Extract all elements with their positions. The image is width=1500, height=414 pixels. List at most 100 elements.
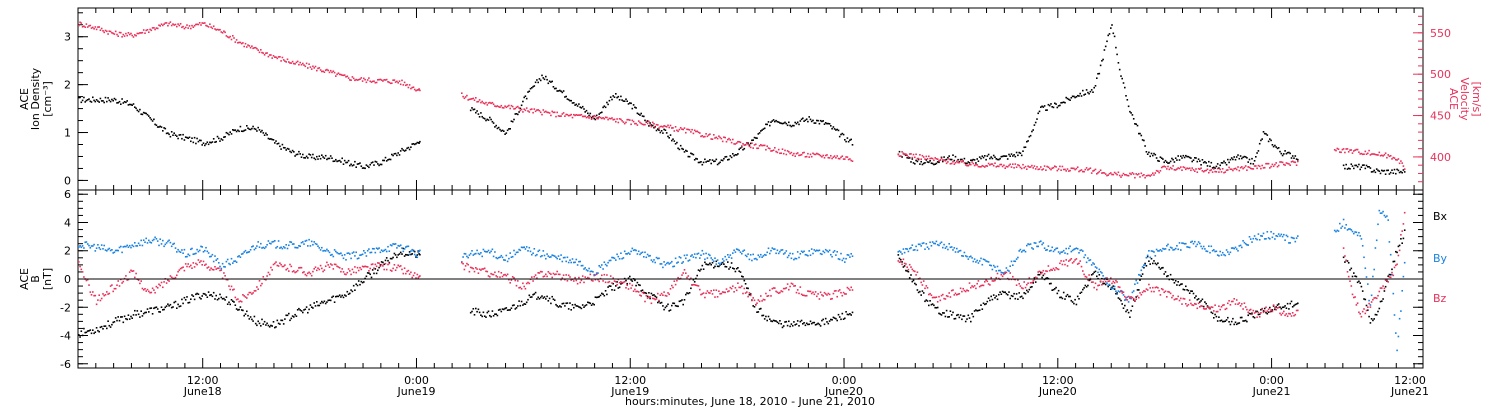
velocity-point [271, 57, 273, 59]
bx-point [1373, 318, 1375, 320]
velocity-point [684, 127, 686, 129]
by-point [525, 248, 527, 250]
velocity-point [630, 124, 632, 126]
velocity-point [1207, 169, 1209, 171]
density-point [824, 123, 826, 125]
by-point [948, 243, 950, 245]
density-point [1249, 159, 1251, 161]
velocity-point [959, 162, 961, 164]
by-point [960, 250, 962, 252]
by-point [812, 253, 814, 255]
density-point [797, 122, 799, 124]
by-point [653, 259, 655, 261]
velocity-point [324, 71, 326, 73]
bx-point [994, 297, 996, 299]
bz-point [395, 269, 397, 271]
by-point [1272, 237, 1274, 239]
by-point [910, 247, 912, 249]
bz-point [593, 275, 595, 277]
bx-point [797, 320, 799, 322]
density-point [722, 160, 724, 162]
bx-point [733, 268, 735, 270]
bz-point [705, 293, 707, 295]
bx-point [900, 259, 902, 261]
density-point [1207, 165, 1209, 167]
velocity-point [224, 32, 226, 34]
by-point [607, 262, 609, 264]
density-point [917, 161, 919, 163]
bz-point [81, 269, 83, 271]
bz-point [938, 296, 940, 298]
bx-point [1227, 317, 1229, 319]
by-point [635, 250, 637, 252]
density-point [321, 154, 323, 156]
by-point [170, 242, 172, 244]
by-point [256, 245, 258, 247]
density-point [79, 97, 81, 99]
density-point [1099, 73, 1101, 75]
velocity-point [404, 82, 406, 84]
density-point [1193, 159, 1195, 161]
bx-point [363, 281, 365, 283]
by-point [1381, 212, 1383, 214]
velocity-point [564, 115, 566, 117]
by-point [236, 261, 238, 263]
density-point [168, 134, 170, 136]
bz-point [765, 293, 767, 295]
velocity-point [305, 66, 307, 68]
by-point [623, 257, 625, 259]
by-point [175, 247, 177, 249]
bz-point [186, 266, 188, 268]
bz-point [327, 264, 329, 266]
by-point [326, 249, 328, 251]
velocity-point [1062, 166, 1064, 168]
velocity-point [335, 75, 337, 77]
density-point [545, 76, 547, 78]
velocity-point [1069, 170, 1071, 172]
velocity-point [212, 28, 214, 30]
velocity-point [148, 31, 150, 33]
density-point [1109, 33, 1111, 35]
by-point [912, 244, 914, 246]
bz-point [464, 269, 466, 271]
by-point [663, 261, 665, 263]
bx-point [1181, 283, 1183, 285]
by-point [649, 255, 651, 257]
bx-point [229, 304, 231, 306]
bx-point [581, 308, 583, 310]
by-point [539, 250, 541, 252]
density-point [383, 160, 385, 162]
by-point [90, 247, 92, 249]
velocity-point [611, 117, 613, 119]
bz-point [643, 293, 645, 295]
bx-point [1368, 316, 1370, 318]
bx-point [928, 305, 930, 307]
bz-point [994, 280, 996, 282]
velocity-point [649, 124, 651, 126]
bz-point [129, 271, 131, 273]
bx-point [102, 328, 104, 330]
bz-point [117, 280, 119, 282]
bz-point [392, 268, 394, 270]
velocity-point [485, 102, 487, 104]
bz-point [644, 301, 646, 303]
by-point [1357, 235, 1359, 237]
velocity-point [1404, 168, 1406, 170]
velocity-point [1169, 169, 1171, 171]
bx-point [1139, 279, 1141, 281]
x-tick-sublabel-6: June21 [1390, 385, 1429, 398]
velocity-point [260, 49, 262, 51]
velocity-point [646, 121, 648, 123]
by-point [994, 266, 996, 268]
bx-point [200, 298, 202, 300]
bz-point [548, 271, 550, 273]
density-point [1231, 157, 1233, 159]
by-point [1209, 252, 1211, 254]
velocity-point [1157, 170, 1159, 172]
velocity-point [126, 35, 128, 37]
velocity-point [1335, 150, 1337, 152]
density-point [539, 78, 541, 80]
bx-point [476, 311, 478, 313]
bx-point [124, 316, 126, 318]
density-point [703, 162, 705, 164]
